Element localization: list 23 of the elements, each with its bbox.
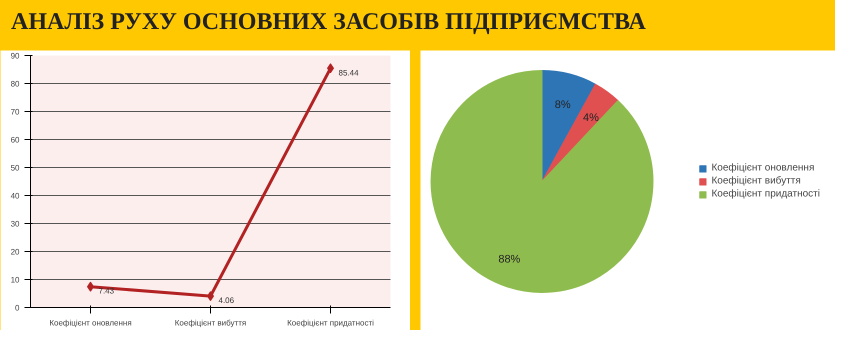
x-tick-label: Коефіцієнт вибуття: [174, 318, 246, 328]
y-tick-label: 0: [15, 304, 20, 312]
data-label: 7.43: [98, 286, 115, 296]
data-label: 88%: [498, 254, 521, 266]
y-tick-label: 20: [10, 248, 20, 256]
y-tick-label: 70: [10, 108, 20, 116]
y-tick-label: 50: [10, 164, 20, 172]
data-label: 4.06: [218, 296, 235, 306]
y-tick-label: 80: [10, 80, 20, 88]
x-tick-label: Коефіцієнт оновлення: [49, 318, 132, 328]
y-tick-label: 40: [10, 192, 20, 200]
x-tick-label: Коефіцієнт придатності: [287, 318, 374, 328]
legend-label: Коефіцієнт вибуття: [711, 176, 801, 186]
legend-label: Коефіцієнт оновлення: [711, 162, 814, 174]
y-tick-label: 10: [10, 276, 20, 284]
y-tick-label: 90: [10, 52, 20, 60]
chart-title: АНАЛІЗ РУХУ ОСНОВНИХ ЗАСОБІВ ПІДПРИЄМСТВА: [11, 8, 646, 37]
data-label: 4%: [582, 112, 600, 124]
data-label: 8%: [554, 99, 571, 112]
data-label: 85.44: [338, 68, 360, 78]
legend-label: Коефіцієнт придатності: [711, 188, 820, 200]
y-tick-label: 30: [10, 220, 20, 228]
y-tick-label: 60: [10, 136, 20, 144]
